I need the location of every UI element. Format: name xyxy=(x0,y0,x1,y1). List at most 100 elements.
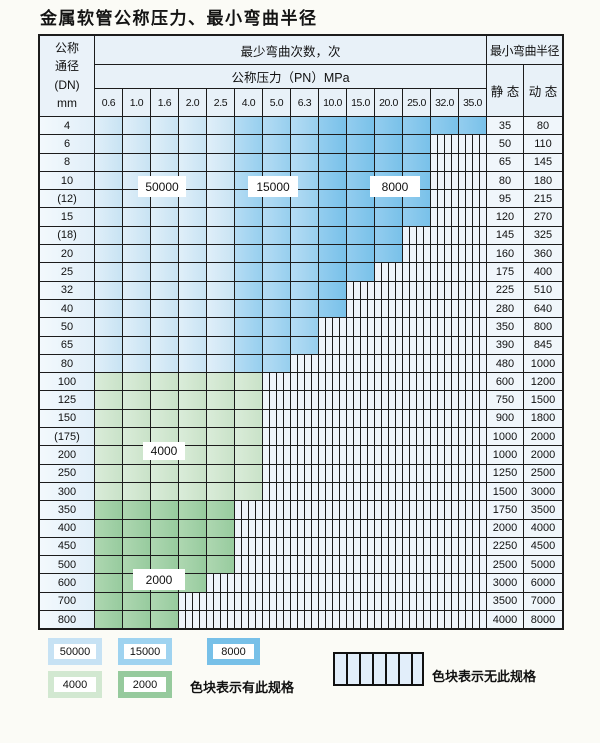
static-cell: 80 xyxy=(487,171,523,190)
dn-cell: 700 xyxy=(40,592,94,611)
dn-cell: 400 xyxy=(40,519,94,537)
dn-cell: (18) xyxy=(40,226,94,245)
spec-cell xyxy=(179,263,206,281)
dn-cell: (175) xyxy=(40,428,94,446)
spec-cell xyxy=(291,226,318,245)
legend-has-spec-note: 色块表示有此规格 xyxy=(190,680,295,695)
dynamic-cell: 3500 xyxy=(524,501,562,519)
legend-no-spec-note: 色块表示无此规格 xyxy=(432,669,537,684)
no-spec-cell xyxy=(375,592,402,611)
spec-cell xyxy=(151,354,178,373)
spec-cell xyxy=(207,519,234,537)
no-spec-cell xyxy=(431,446,458,464)
spec-cell xyxy=(235,263,262,281)
no-spec-cell xyxy=(375,574,402,592)
spec-cell xyxy=(151,519,178,537)
spec-cell xyxy=(95,299,122,318)
spec-cell xyxy=(319,281,346,299)
spec-cell xyxy=(319,117,346,135)
cycles-label-2000: 2000 xyxy=(133,569,185,590)
pressure-col-2.5: 2.5 xyxy=(207,89,234,116)
no-spec-cell xyxy=(431,519,458,537)
dn-cell: 150 xyxy=(40,409,94,428)
spec-cell xyxy=(123,135,150,153)
static-cell: 3000 xyxy=(487,574,523,592)
spec-cell xyxy=(151,391,178,409)
no-spec-cell xyxy=(291,501,318,519)
no-spec-cell xyxy=(263,519,290,537)
spec-cell xyxy=(151,263,178,281)
spec-cell xyxy=(347,171,374,190)
no-spec-cell xyxy=(459,299,486,318)
spec-cell xyxy=(151,135,178,153)
spec-cell xyxy=(263,226,290,245)
static-cell: 480 xyxy=(487,354,523,373)
spec-cell xyxy=(235,409,262,428)
spec-cell xyxy=(151,537,178,556)
spec-cell xyxy=(95,519,122,537)
no-spec-cell xyxy=(403,245,430,263)
no-spec-cell xyxy=(375,519,402,537)
bend-cycles-header: 最少弯曲次数，次 xyxy=(95,36,486,64)
spec-cell xyxy=(95,428,122,446)
static-cell: 2500 xyxy=(487,556,523,574)
no-spec-cell xyxy=(347,281,374,299)
no-spec-cell xyxy=(347,574,374,592)
spec-table: 公称 通径 (DN) mm 最少弯曲次数，次 最小弯曲半径 公称压力（PN）MP… xyxy=(38,34,564,631)
spec-cell xyxy=(95,464,122,482)
cycles-label-4000: 4000 xyxy=(143,442,185,460)
no-spec-cell xyxy=(431,592,458,611)
no-spec-cell xyxy=(459,171,486,190)
no-spec-cell xyxy=(431,263,458,281)
spec-cell xyxy=(207,263,234,281)
spec-cell xyxy=(179,464,206,482)
spec-cell xyxy=(123,482,150,501)
spec-cell xyxy=(179,245,206,263)
no-spec-cell xyxy=(431,171,458,190)
no-spec-cell xyxy=(403,574,430,592)
no-spec-cell xyxy=(263,373,290,391)
no-spec-cell xyxy=(403,519,430,537)
spec-cell xyxy=(235,373,262,391)
dynamic-cell: 845 xyxy=(524,336,562,354)
no-spec-cell xyxy=(347,482,374,501)
no-spec-cell xyxy=(207,592,234,611)
dynamic-header: 动 态 xyxy=(524,65,562,116)
no-spec-cell xyxy=(375,373,402,391)
dn-cell: 50 xyxy=(40,318,94,336)
no-spec-cell xyxy=(235,574,262,592)
spec-cell xyxy=(151,226,178,245)
spec-cell xyxy=(235,428,262,446)
no-spec-cell xyxy=(459,464,486,482)
spec-cell xyxy=(95,263,122,281)
no-spec-cell xyxy=(375,336,402,354)
no-spec-cell xyxy=(431,391,458,409)
dn-cell: 20 xyxy=(40,245,94,263)
spec-cell xyxy=(179,135,206,153)
cycles-label-8000: 8000 xyxy=(370,176,420,197)
no-spec-cell xyxy=(179,592,206,611)
spec-cell xyxy=(235,391,262,409)
static-cell: 1500 xyxy=(487,482,523,501)
no-spec-cell xyxy=(431,373,458,391)
no-spec-cell xyxy=(207,574,234,592)
pressure-col-15.0: 15.0 xyxy=(347,89,374,116)
legend-no-spec-swatch xyxy=(333,652,424,686)
spec-cell xyxy=(347,135,374,153)
no-spec-cell xyxy=(431,336,458,354)
static-cell: 225 xyxy=(487,281,523,299)
spec-cell xyxy=(207,409,234,428)
spec-cell xyxy=(123,373,150,391)
spec-cell xyxy=(151,482,178,501)
spec-cell xyxy=(151,501,178,519)
dynamic-cell: 5000 xyxy=(524,556,562,574)
spec-cell xyxy=(207,135,234,153)
spec-cell xyxy=(95,391,122,409)
no-spec-cell xyxy=(403,226,430,245)
spec-cell xyxy=(95,354,122,373)
spec-cell xyxy=(347,263,374,281)
static-cell: 390 xyxy=(487,336,523,354)
dynamic-cell: 7000 xyxy=(524,592,562,611)
no-spec-cell xyxy=(459,263,486,281)
spec-cell xyxy=(207,336,234,354)
